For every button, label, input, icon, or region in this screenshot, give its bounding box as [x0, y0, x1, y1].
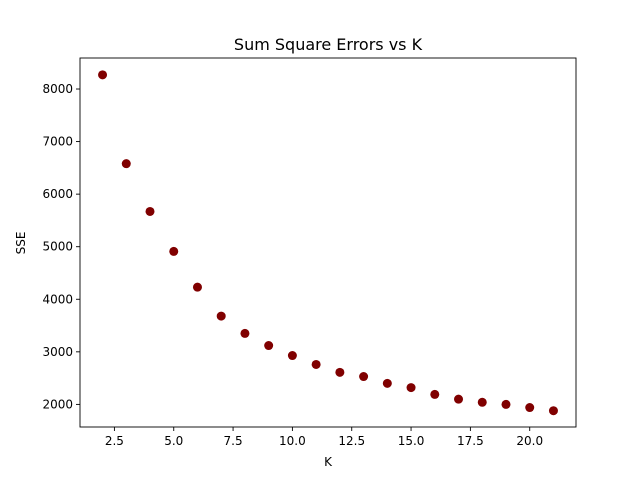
data-point [264, 341, 274, 351]
data-point [145, 206, 155, 216]
data-point [454, 394, 464, 404]
chart-title: Sum Square Errors vs K [234, 35, 423, 54]
x-tick-label: 2.5 [105, 434, 124, 448]
data-point [501, 399, 511, 409]
data-point [548, 406, 558, 416]
data-point [406, 383, 416, 393]
plot-area: 2.5 5.0 7.5 10.0 12.5 15.0 17.5 20.0 2000 3000 400… [42, 57, 577, 448]
data-point [287, 351, 297, 361]
data-point [525, 403, 535, 413]
y-tick-label: 2000 [42, 397, 73, 411]
plot-frame [79, 57, 577, 428]
data-point [121, 159, 131, 169]
x-tick-label: 15.0 [398, 434, 425, 448]
y-axis-label: SSE [14, 232, 28, 255]
data-point [359, 372, 369, 382]
data-point [311, 359, 321, 369]
x-tick-label: 5.0 [164, 434, 183, 448]
data-point [335, 367, 345, 377]
data-point [430, 389, 440, 399]
data-point [477, 397, 487, 407]
x-tick-label: 10.0 [279, 434, 306, 448]
data-point [192, 282, 202, 292]
x-tick-label: 12.5 [338, 434, 365, 448]
x-tick-label: 7.5 [224, 434, 243, 448]
data-point [216, 311, 226, 321]
y-tick-label: 5000 [42, 240, 73, 254]
x-tick-label: 17.5 [457, 434, 484, 448]
y-tick-label: 8000 [42, 82, 73, 96]
data-point [98, 70, 108, 80]
y-tick-label: 4000 [42, 292, 73, 306]
x-tick-label: 20.0 [516, 434, 543, 448]
y-tick-label: 6000 [42, 187, 73, 201]
data-point [169, 246, 179, 256]
y-tick-label: 3000 [42, 345, 73, 359]
y-tick-label: 7000 [42, 135, 73, 149]
x-axis-label: K [324, 455, 333, 469]
data-point [382, 378, 392, 388]
data-point [240, 328, 250, 338]
